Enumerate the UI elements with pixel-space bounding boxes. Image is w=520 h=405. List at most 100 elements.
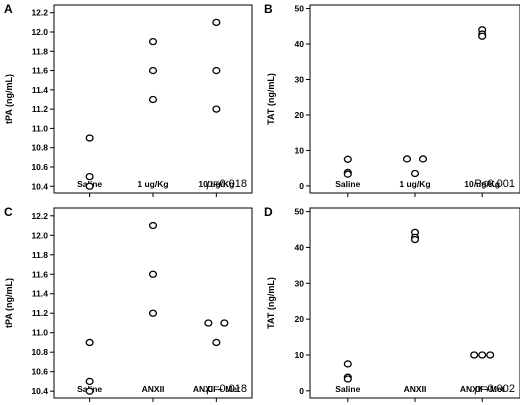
y-tick-label: 11.2: [32, 104, 48, 114]
data-point: [470, 351, 479, 359]
y-tick-label: 40: [295, 39, 305, 49]
data-point: [148, 270, 158, 278]
panel-letter: B: [264, 2, 273, 16]
data-point: [478, 351, 487, 359]
p-value-label: p=0.018: [206, 178, 247, 190]
y-tick-label: 10.4: [31, 181, 48, 191]
y-tick-label: 11.4: [32, 289, 48, 299]
y-tick-label: 30: [295, 278, 305, 288]
data-point: [85, 134, 94, 142]
p-value-symbol: p: [206, 383, 213, 395]
y-tick-label: 11.0: [32, 123, 48, 133]
panel-a: A 10.4 10.6 10.8 11.0 11.2 11.4 11.6 11.8 12.0 12.…: [4, 2, 253, 197]
panel-d: D 0 10 20 30 40 50 TAT (ng/mL) Saline ANXII ANXII …: [264, 205, 520, 402]
y-tick-label: 30: [295, 74, 305, 84]
y-tick-label: 0: [299, 181, 304, 191]
y-tick-label: 0: [299, 386, 304, 396]
p-value-number: =0.018: [213, 178, 247, 190]
data-point: [343, 360, 352, 368]
y-tick-label: 11.8: [32, 46, 48, 56]
data-point: [148, 221, 158, 230]
y-tick-label: 50: [295, 207, 305, 217]
y-tick-label: 12.2: [31, 211, 48, 221]
p-value-symbol: p: [206, 178, 213, 190]
panel-letter: C: [4, 205, 13, 219]
category-label: Saline: [335, 179, 360, 189]
data-point: [486, 351, 495, 359]
y-tick-label: 10.4: [31, 386, 48, 396]
y-tick-label: 11.6: [32, 66, 48, 76]
p-value-number: =0.002: [481, 383, 515, 395]
data-point: [478, 32, 487, 40]
data-point: [402, 155, 412, 163]
category-label: ANXII: [404, 384, 427, 394]
y-tick-label: 10.6: [31, 367, 48, 377]
data-point: [343, 170, 352, 178]
category-label: ANXII + Met: [193, 384, 240, 394]
y-axis-label: TAT (ng/mL): [266, 277, 276, 329]
data-point: [410, 169, 420, 178]
data-point: [220, 319, 229, 327]
data-point: [418, 155, 428, 163]
panel-letter: A: [4, 2, 13, 16]
category-label: Saline: [335, 384, 360, 394]
p-value-symbol: P: [474, 178, 482, 190]
p-value-number: <0.001: [481, 178, 515, 190]
panel-letter: D: [264, 205, 273, 219]
y-tick-label: 50: [295, 4, 305, 14]
data-point: [85, 182, 94, 190]
data-point: [212, 338, 221, 347]
y-tick-label: 12.0: [31, 27, 48, 37]
data-point: [85, 172, 94, 181]
y-axis-label: TAT (ng/mL): [266, 73, 276, 125]
p-value-label: P<0.001: [474, 178, 515, 190]
y-tick-label: 20: [295, 314, 305, 324]
data-point: [85, 338, 94, 347]
category-label: 10 ug/Kg: [464, 179, 500, 189]
category-label: 10 ug/Kg: [198, 179, 234, 189]
y-axis-label: tPA (ng/mL): [4, 74, 14, 124]
data-point: [148, 37, 158, 46]
data-point: [148, 66, 158, 75]
data-point: [148, 95, 158, 104]
panel-c: C 10.4 10.6 10.8 11.0 11.2 11.4 11.6 11.8 12.0 12.…: [4, 205, 253, 402]
y-tick-label: 12.2: [31, 8, 48, 18]
y-tick-label: 10: [295, 350, 305, 360]
y-tick-label: 12.0: [31, 230, 48, 240]
y-tick-label: 11.0: [32, 328, 48, 338]
category-label: 1 ug/Kg: [137, 179, 168, 189]
y-tick-label: 11.6: [32, 269, 48, 279]
data-point: [212, 105, 221, 113]
data-point: [410, 235, 420, 244]
data-point: [148, 309, 158, 317]
data-point: [212, 66, 221, 75]
data-point: [212, 18, 221, 27]
y-tick-label: 10.8: [31, 143, 48, 153]
plot-frame: [309, 4, 520, 194]
p-value-symbol: p: [474, 383, 481, 395]
y-tick-label: 10.8: [31, 347, 48, 357]
p-value-number: =0.018: [213, 383, 247, 395]
data-point: [204, 319, 213, 327]
panels: A 10.4 10.6 10.8 11.0 11.2 11.4 11.6 11.8 12.0 12.…: [4, 2, 520, 402]
data-point: [85, 377, 94, 386]
y-tick-label: 11.4: [32, 85, 48, 95]
y-tick-label: 40: [295, 242, 305, 252]
p-value-label: p=0.018: [206, 383, 247, 395]
p-value-label: p=0.002: [474, 383, 515, 395]
y-tick-label: 20: [295, 110, 305, 120]
y-tick-label: 11.2: [32, 308, 48, 318]
plot-frame: [53, 207, 253, 399]
y-tick-label: 11.8: [32, 250, 48, 260]
data-point: [85, 387, 94, 395]
data-point: [343, 375, 352, 383]
panel-b: B 0 10 20 30 40 50 TAT (ng/mL) Saline 1 ug/Kg 10 u…: [264, 2, 520, 197]
y-tick-label: 10: [295, 145, 305, 155]
y-axis-label: tPA (ng/mL): [4, 278, 14, 328]
category-label: ANXII: [142, 384, 165, 394]
y-tick-label: 10.6: [31, 162, 48, 172]
data-point: [343, 155, 352, 163]
category-label: ANXII +Met: [460, 384, 505, 394]
category-label: 1 ug/Kg: [399, 179, 430, 189]
